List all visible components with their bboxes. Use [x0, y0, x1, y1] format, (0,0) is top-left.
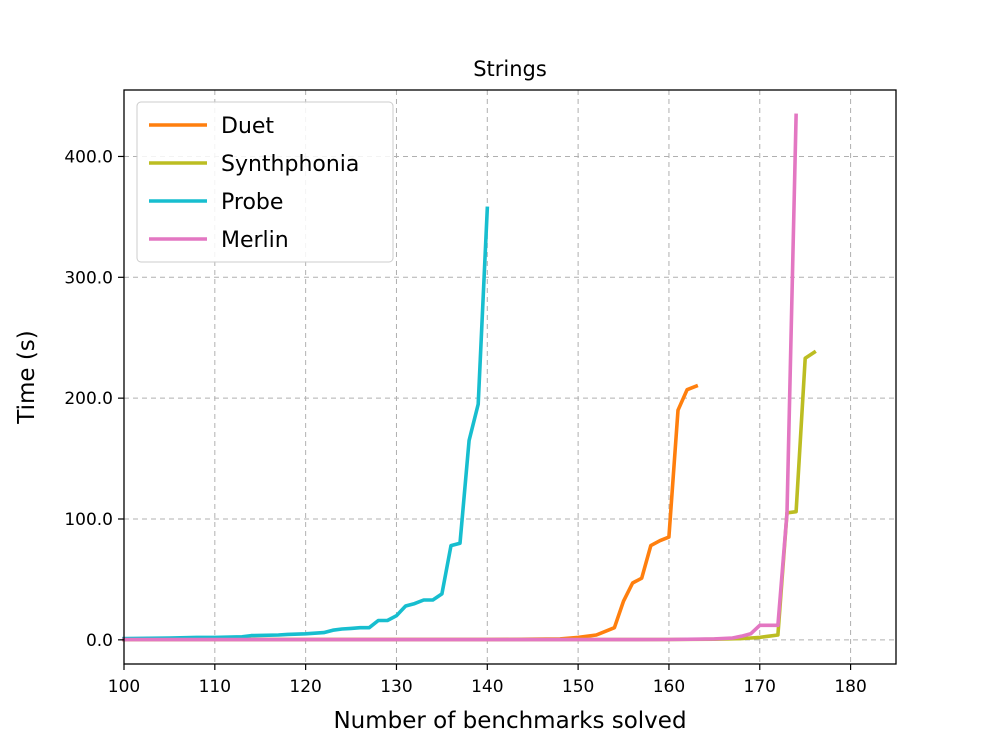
- plot-frame: [123, 89, 897, 665]
- series-lines: [122, 113, 817, 642]
- y-axis-label: Time (s): [14, 330, 40, 425]
- x-tick-label: 150: [562, 677, 594, 697]
- series-line-synthphonia: [122, 349, 817, 642]
- x-tick-label: 130: [380, 677, 412, 697]
- y-tick-label: 300.0: [64, 268, 113, 288]
- chart-title: Strings: [473, 57, 547, 81]
- legend: Duet Synthphonia Probe Merlin: [136, 101, 394, 263]
- x-tick-label: 100: [108, 677, 140, 697]
- x-tick-label: 170: [744, 677, 776, 697]
- y-tick-label: 100.0: [64, 510, 113, 530]
- series-line-probe: [122, 206, 490, 641]
- legend-box: [136, 101, 394, 263]
- legend-label-synthphonia: Synthphonia: [221, 152, 359, 177]
- y-tick-label: 400.0: [64, 147, 113, 167]
- x-axis-label: Number of benchmarks solved: [333, 708, 686, 734]
- x-tick-label: 140: [471, 677, 503, 697]
- legend-label-merlin: Merlin: [221, 228, 289, 253]
- series-line-merlin: [122, 113, 798, 642]
- x-tick-label: 180: [834, 677, 866, 697]
- x-tick-label: 110: [199, 677, 231, 697]
- x-tick-label: 120: [289, 677, 321, 697]
- axis-ticks: 100 110 120 130 140 150 160 170 180 0.0 100.0 200.0…: [64, 147, 866, 697]
- y-tick-label: 200.0: [64, 389, 113, 409]
- legend-label-duet: Duet: [221, 114, 274, 139]
- legend-label-probe: Probe: [221, 190, 283, 215]
- y-tick-label: 0.0: [86, 631, 113, 651]
- series-line-duet: [122, 383, 699, 642]
- x-tick-label: 160: [653, 677, 685, 697]
